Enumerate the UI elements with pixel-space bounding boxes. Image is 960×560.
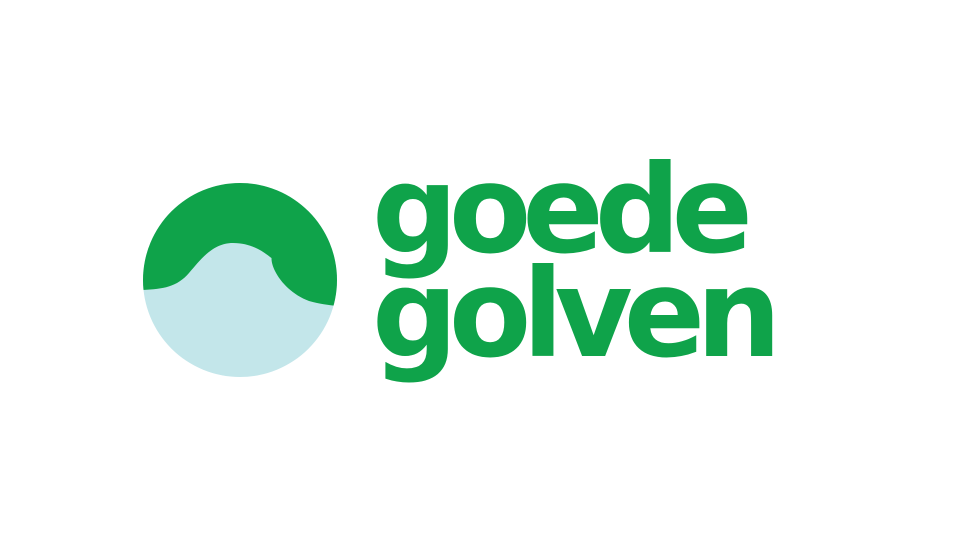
- wave-circle-icon: [143, 183, 337, 377]
- wave-crest-shape: [143, 183, 337, 306]
- wordmark: goede golven: [372, 139, 842, 390]
- wordmark-line-1: goede: [372, 139, 753, 282]
- wordmark-line-2: golven: [372, 243, 782, 386]
